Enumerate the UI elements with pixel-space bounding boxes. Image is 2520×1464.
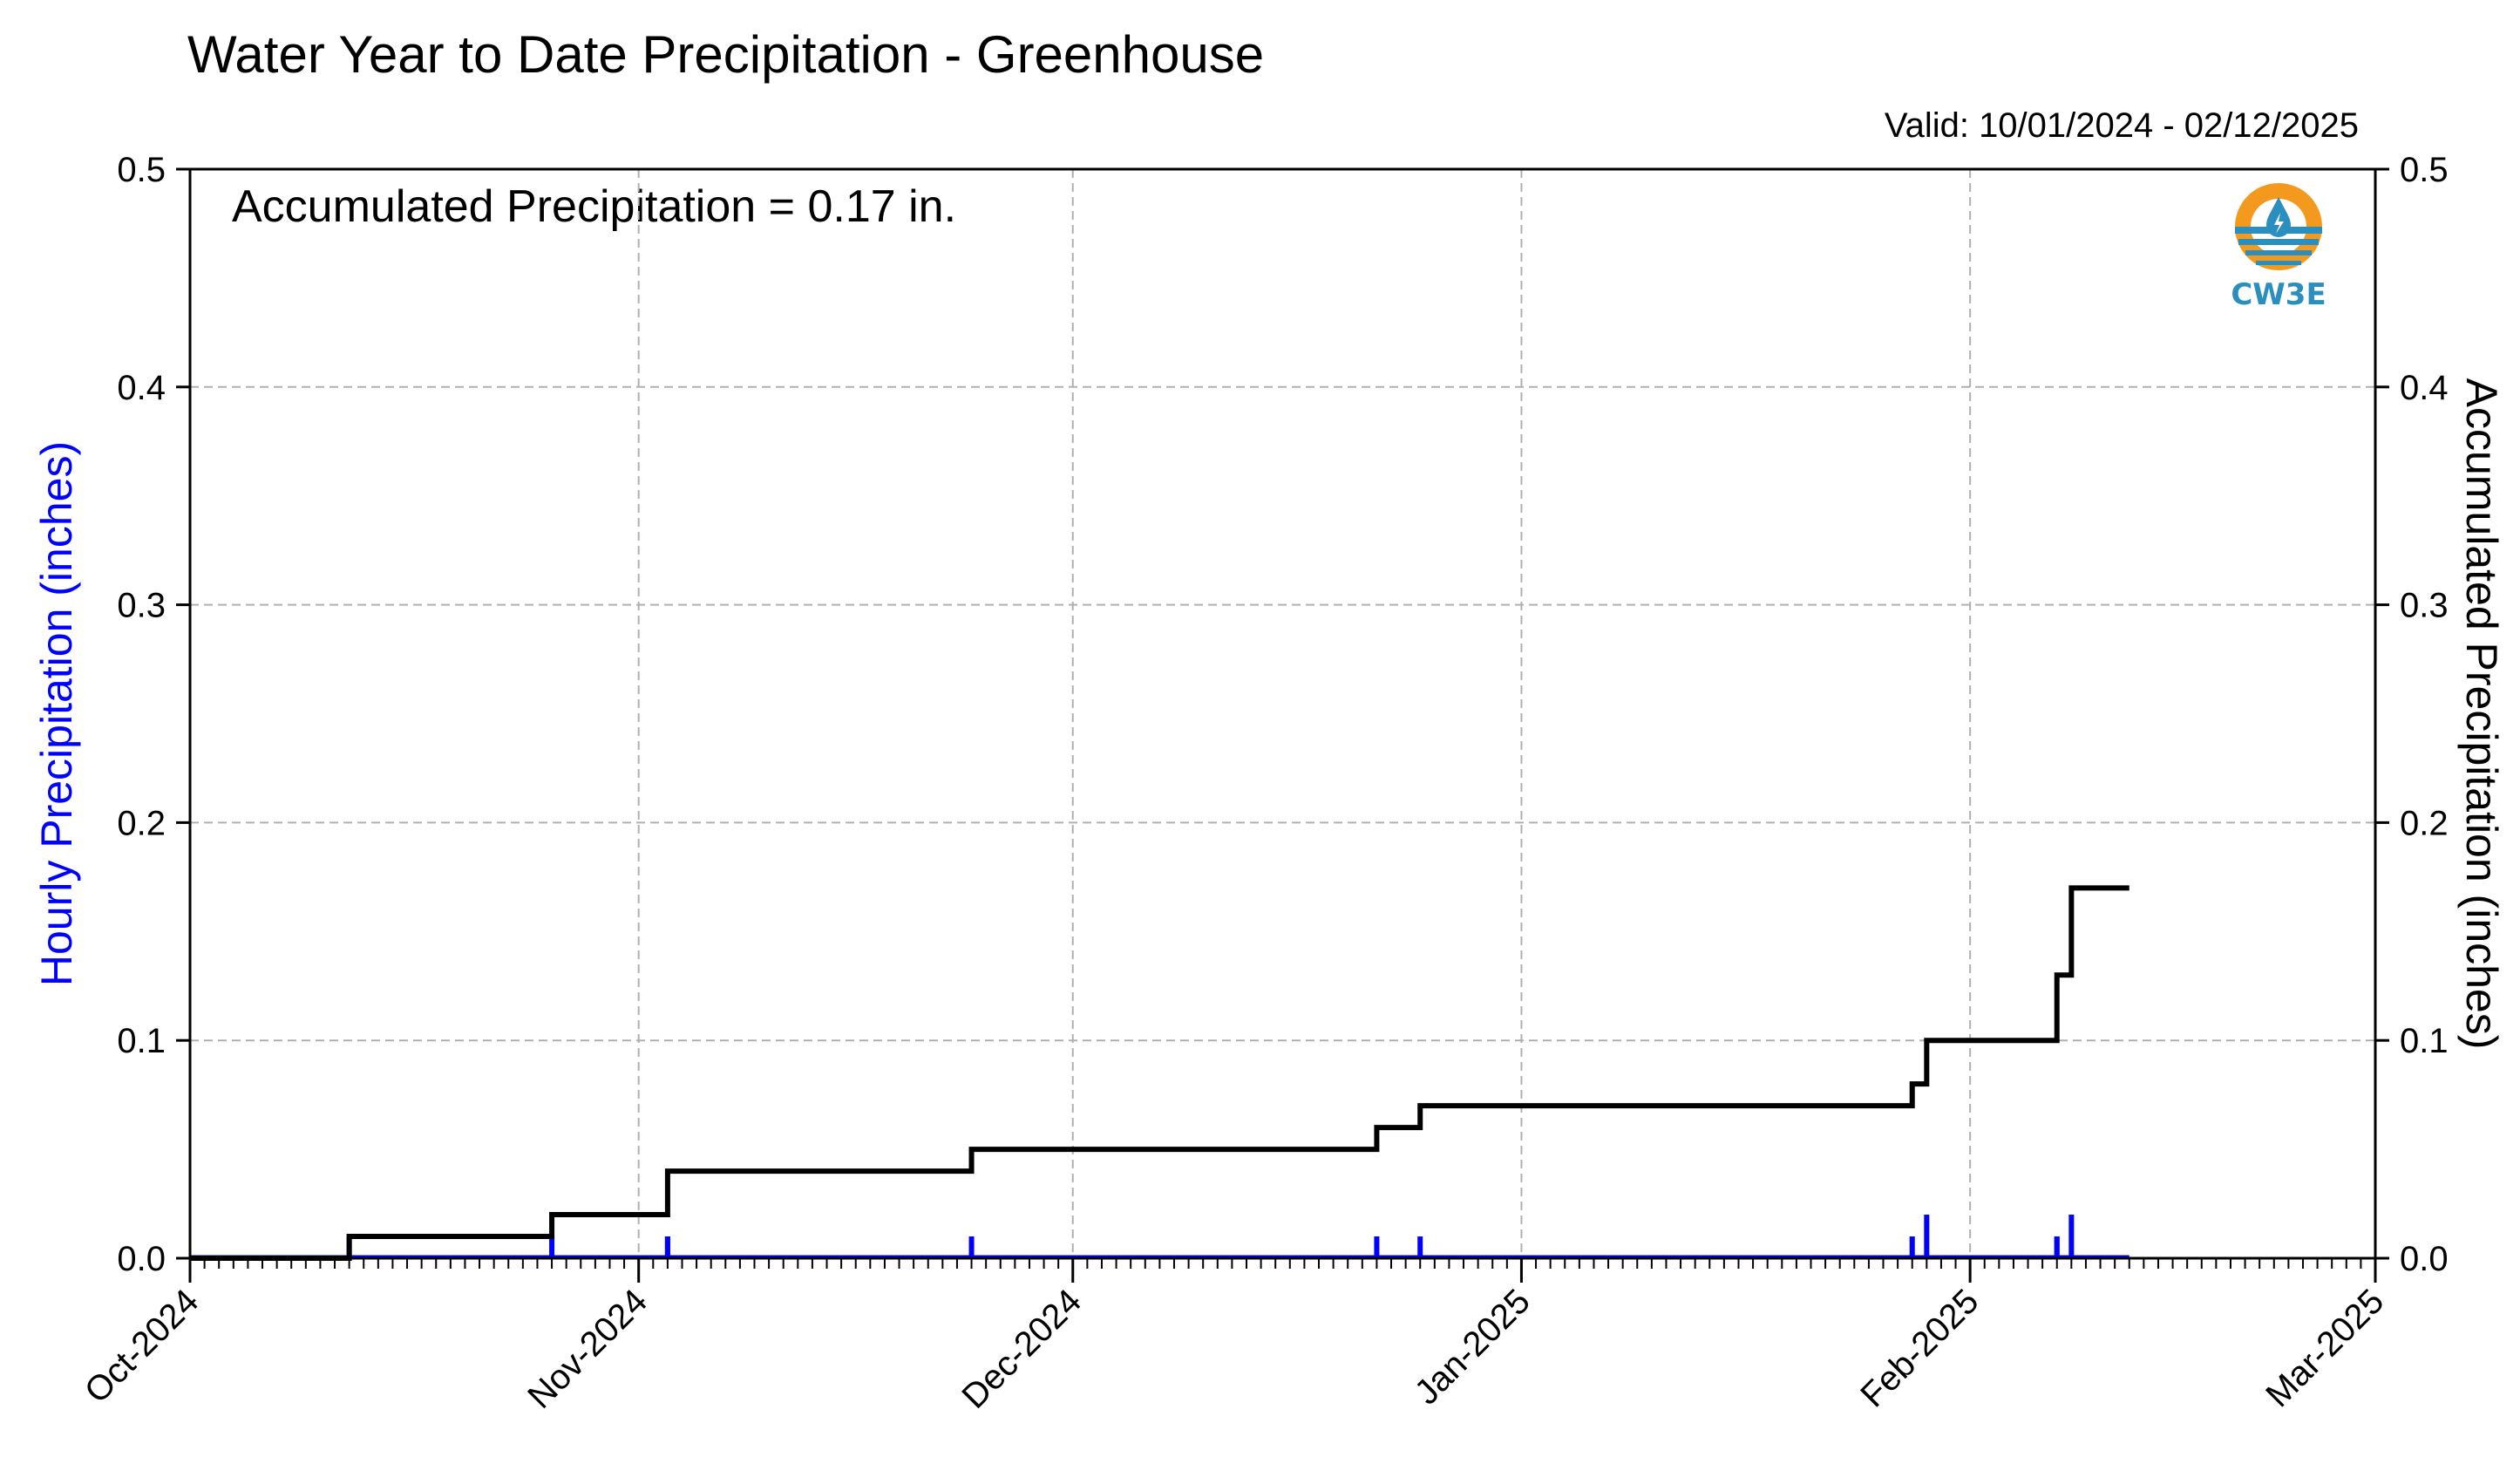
y-tick-label-left: 0.4 [117, 369, 166, 407]
axes [176, 167, 2389, 1283]
hourly-bar [664, 1236, 670, 1258]
y-tick-label-left: 0.1 [117, 1022, 166, 1060]
y-tick-label-right: 0.2 [2400, 804, 2449, 842]
plot-frame [188, 167, 2377, 1260]
y-tick-label-left: 0.0 [117, 1240, 166, 1278]
hourly-bar [968, 1236, 975, 1258]
hourly-bar [1374, 1236, 1380, 1258]
y-axis-title-left: Hourly Precipitation (inches) [32, 441, 81, 986]
y-tick-label-left: 0.3 [117, 587, 166, 625]
y-axis-title-right: Accumulated Precipitation (inches) [2457, 378, 2506, 1050]
y-tick-label-left: 0.2 [117, 804, 166, 842]
x-tick-label: Nov-2024 [520, 1282, 655, 1416]
hourly-bar [2054, 1236, 2060, 1258]
y-tick-label-left: 0.5 [117, 151, 166, 189]
hourly-bar [1924, 1215, 1930, 1258]
y-tick-label-right: 0.5 [2400, 151, 2449, 189]
accumulated-annotation: Accumulated Precipitation = 0.17 in. [232, 181, 957, 232]
hourly-bar [549, 1236, 555, 1258]
cw3e-logo-icon [2235, 183, 2322, 270]
hourly-bar [1909, 1236, 1915, 1258]
hourly-bar [1417, 1236, 1423, 1258]
cw3e-logo-text: CW3E [2231, 277, 2326, 312]
accumulated-series [190, 885, 2129, 1261]
valid-date-range: Valid: 10/01/2024 - 02/12/2025 [1884, 106, 2359, 145]
x-tick-label: Mar-2025 [2258, 1282, 2391, 1414]
x-tick-label: Feb-2025 [1853, 1282, 1986, 1414]
x-tick-label: Jan-2025 [1408, 1282, 1538, 1412]
y-tick-label-right: 0.4 [2400, 369, 2449, 407]
grid-layer [190, 169, 2375, 1258]
axis-labels: 0.0 0.0 0.1 0.1 0.2 0.2 0.3 0.3 0.4 0.4 0.5 0.5 Oct-… [32, 151, 2506, 1416]
accumulated-step-line [190, 885, 2129, 1261]
hourly-bar [2068, 1215, 2075, 1258]
chart-title: Water Year to Date Precipitation - Green… [187, 25, 1265, 84]
y-tick-label-right: 0.0 [2400, 1240, 2449, 1278]
x-tick-label: Oct-2024 [78, 1282, 206, 1410]
y-tick-label-right: 0.1 [2400, 1022, 2449, 1060]
y-tick-label-right: 0.3 [2400, 587, 2449, 625]
x-tick-label: Dec-2024 [954, 1282, 1089, 1416]
